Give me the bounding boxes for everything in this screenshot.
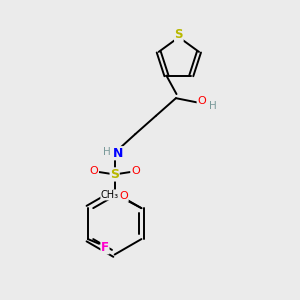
Text: O: O (119, 191, 128, 201)
Text: CH₃: CH₃ (101, 190, 119, 200)
Text: S: S (175, 28, 183, 41)
Text: H: H (103, 147, 111, 158)
Text: O: O (90, 166, 98, 176)
Text: O: O (131, 166, 140, 176)
Text: H: H (209, 101, 217, 111)
Text: S: S (110, 168, 119, 181)
Text: O: O (197, 96, 206, 106)
Text: F: F (101, 241, 109, 254)
Text: N: N (113, 147, 124, 160)
